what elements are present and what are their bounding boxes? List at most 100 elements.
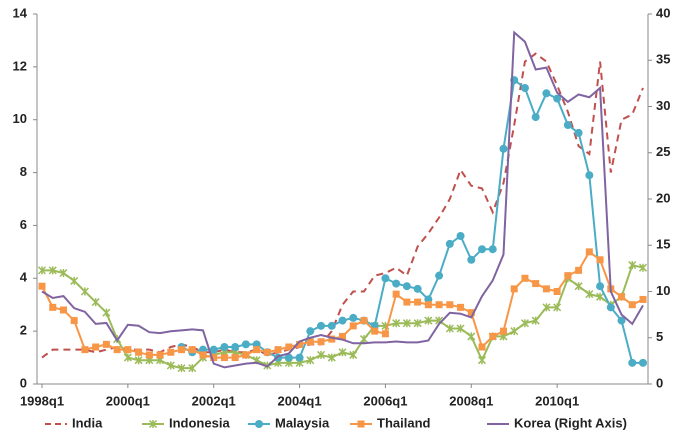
point [327,353,336,362]
y2-tick-label: 15 [656,237,670,252]
point [617,316,626,325]
point [638,263,648,272]
point [124,346,132,354]
point [70,317,78,325]
point [328,335,336,343]
legend-label: Korea (Right Axis) [514,415,627,430]
point [188,346,196,354]
point [585,248,593,256]
y2-tick-label: 30 [656,98,670,113]
y-tick-label: 10 [13,111,27,126]
point [596,282,605,291]
point [167,348,175,356]
point [349,322,357,330]
point [134,356,143,365]
point [478,343,486,351]
point [628,358,637,367]
point [510,327,519,336]
point [253,346,261,354]
y-tick-label: 12 [13,58,27,73]
y-tick-label: 6 [20,217,27,232]
point [424,301,432,309]
point [413,319,422,328]
point [467,255,476,264]
point [123,353,132,362]
point [306,356,315,365]
point [49,303,57,311]
point [166,361,175,370]
point [274,346,282,354]
point [317,321,326,330]
point [531,316,540,325]
point [575,266,583,274]
point [37,266,47,275]
point [596,292,605,301]
point [628,261,637,270]
x-tick-label: 2004q1 [278,393,322,408]
series-line [41,250,644,359]
point [371,327,379,335]
point [392,319,401,328]
point [59,268,68,278]
point [284,353,293,362]
y-tick-label: 14 [13,5,28,20]
point [317,338,325,346]
y2-tick-label: 0 [656,375,663,390]
point [241,340,250,349]
point [135,348,143,356]
point [317,350,326,359]
point [445,239,454,248]
point [457,303,465,311]
point [339,332,346,340]
point [392,290,400,298]
series-line [181,78,643,364]
point [532,280,540,288]
legend-label: Indonesia [169,415,230,430]
point [478,245,487,254]
point [145,351,153,359]
point [563,121,572,129]
point [48,266,57,275]
point [199,351,207,359]
point [113,346,121,354]
y2-tick-label: 40 [656,5,670,20]
point [295,353,304,362]
point [564,272,572,280]
x-tick-label: 2010q1 [535,393,579,408]
x-tick-label: 2008q1 [449,393,493,408]
legend-label: India [72,415,103,430]
point [639,358,647,367]
point [80,287,89,296]
point [521,274,529,282]
point [585,290,594,299]
point [178,346,186,354]
point [435,271,444,280]
y2-tick-label: 25 [656,144,670,159]
point [263,348,271,356]
point [296,340,304,348]
point [467,309,475,317]
point [306,338,314,346]
point [210,354,218,362]
point [435,301,443,309]
point [467,332,476,341]
y-tick-label: 0 [20,375,27,390]
point [381,330,389,338]
point [357,420,365,428]
point [38,282,46,290]
legend-label: Thailand [377,415,431,430]
point [574,128,583,137]
point [553,303,562,312]
point [520,319,529,328]
point [220,354,228,362]
point [306,327,315,336]
point [59,306,67,314]
y-tick-label: 8 [20,164,27,179]
point [91,298,100,307]
series-line [41,52,644,359]
point [413,284,422,293]
point [477,356,487,365]
point [414,298,422,306]
point [327,321,336,330]
